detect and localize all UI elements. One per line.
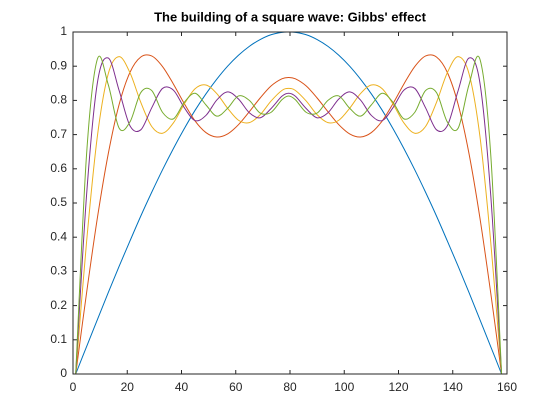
y-tick-label: 0.2 — [50, 298, 67, 312]
y-tick-label: 0 — [60, 366, 67, 380]
y-tick-label: 0.8 — [50, 93, 67, 107]
y-tick-label: 1 — [60, 24, 67, 38]
y-tick-label: 0.7 — [50, 127, 67, 141]
x-tick-label: 20 — [121, 380, 135, 394]
x-tick-label: 160 — [497, 380, 517, 394]
x-tick-label: 0 — [70, 380, 77, 394]
y-tick-label: 0.1 — [50, 332, 67, 346]
line-series — [75, 55, 503, 375]
y-tick-label: 0.4 — [50, 229, 67, 243]
x-tick-label: 120 — [388, 380, 408, 394]
y-tick-label: 0.3 — [50, 264, 67, 278]
line-series — [75, 57, 503, 375]
y-tick-label: 0.5 — [50, 195, 67, 209]
x-tick-label: 60 — [229, 380, 243, 394]
x-tick-label: 40 — [175, 380, 189, 394]
y-tick-label: 0.6 — [50, 161, 67, 175]
y-tick-label: 0.9 — [50, 58, 67, 72]
line-series — [75, 54, 503, 375]
x-tick-label: 100 — [334, 380, 354, 394]
chart-title: The building of a square wave: Gibbs' ef… — [154, 9, 426, 24]
x-tick-label: 80 — [283, 380, 297, 394]
x-tick-label: 140 — [443, 380, 463, 394]
axes-box — [72, 31, 508, 375]
line-series — [75, 56, 503, 375]
